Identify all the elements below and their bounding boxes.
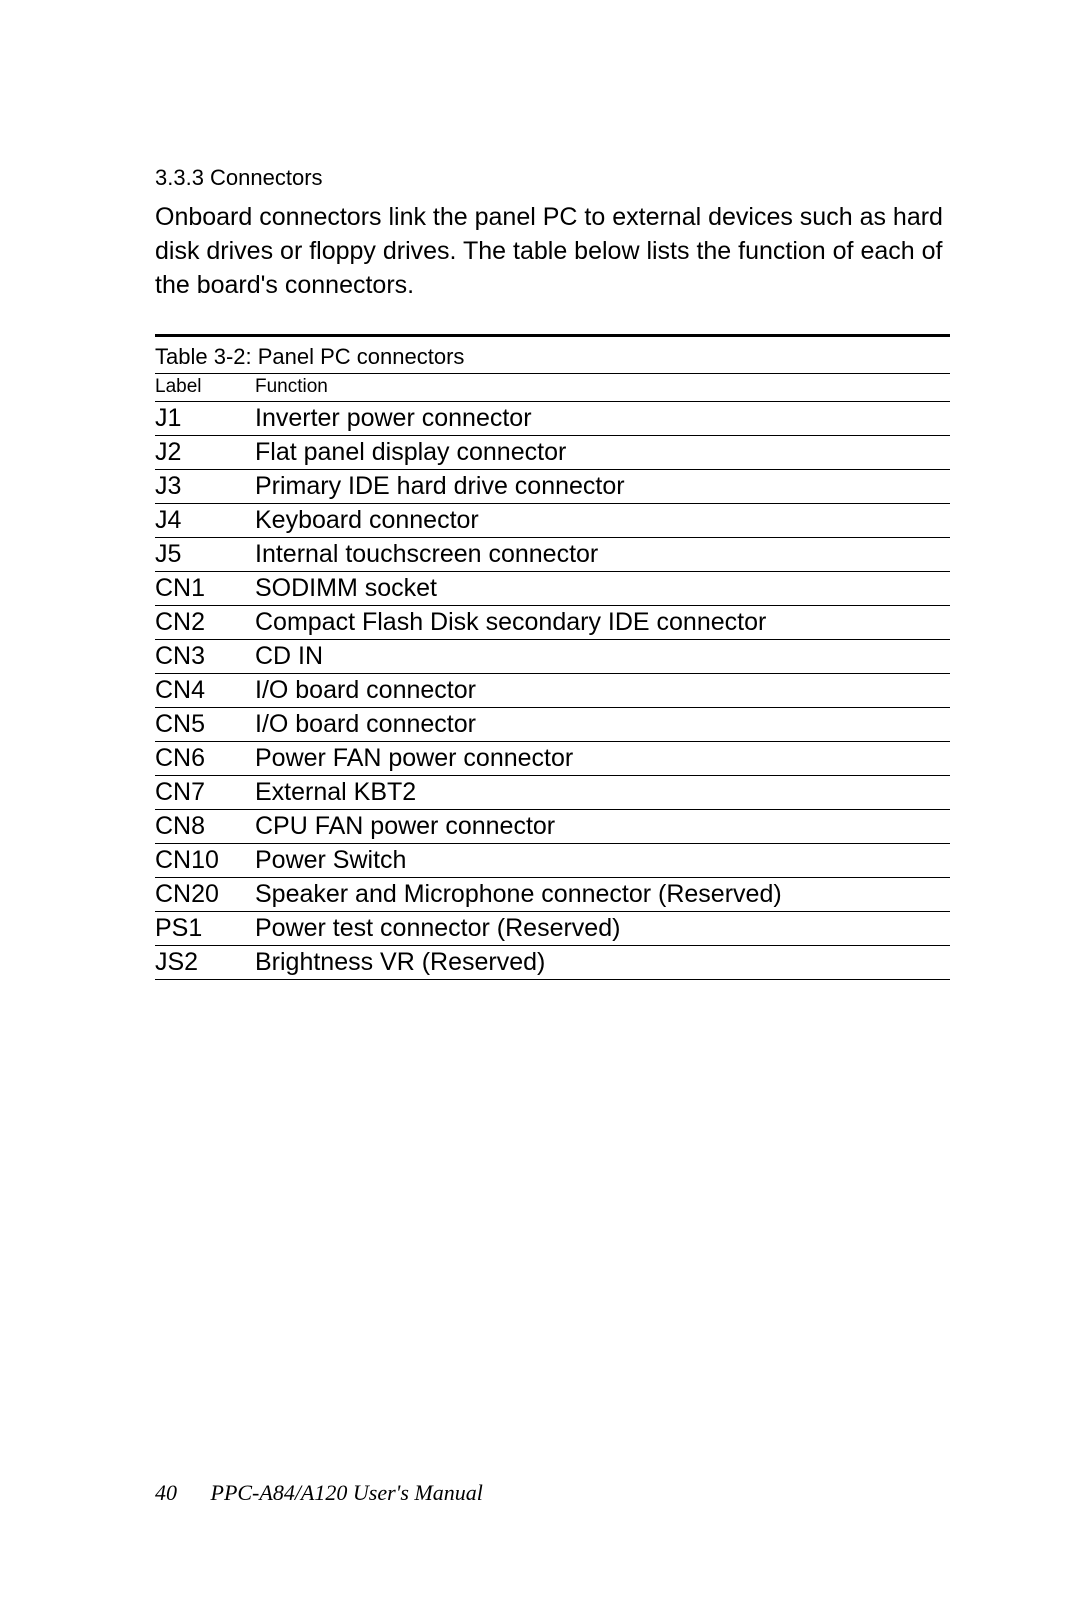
connector-label: J2 [155, 436, 255, 470]
connector-label: CN2 [155, 606, 255, 640]
connector-function: Brightness VR (Reserved) [255, 946, 950, 980]
connector-label: CN1 [155, 572, 255, 606]
connector-function: Flat panel display connector [255, 436, 950, 470]
connector-function: I/O board connector [255, 674, 950, 708]
page-number: 40 [155, 1480, 177, 1505]
connector-label: CN3 [155, 640, 255, 674]
connector-label: CN4 [155, 674, 255, 708]
connector-function: Compact Flash Disk secondary IDE connect… [255, 606, 950, 640]
connector-function: SODIMM socket [255, 572, 950, 606]
connector-function: CD IN [255, 640, 950, 674]
section-heading: 3.3.3 Connectors [155, 165, 950, 191]
table-row: CN5I/O board connector [155, 708, 950, 742]
connector-function: Internal touchscreen connector [255, 538, 950, 572]
table-row: J5Internal touchscreen connector [155, 538, 950, 572]
connector-label: CN5 [155, 708, 255, 742]
table-row: J1Inverter power connector [155, 402, 950, 436]
table-row: CN8CPU FAN power connector [155, 810, 950, 844]
connector-label: CN6 [155, 742, 255, 776]
connector-label: CN7 [155, 776, 255, 810]
connector-function: I/O board connector [255, 708, 950, 742]
column-header-function: Function [255, 376, 950, 398]
connector-function: Speaker and Microphone connector (Reserv… [255, 878, 950, 912]
table-row: CN10Power Switch [155, 844, 950, 878]
connector-label: J3 [155, 470, 255, 504]
table-row: CN1SODIMM socket [155, 572, 950, 606]
connector-function: Power test connector (Reserved) [255, 912, 950, 946]
connector-label: CN8 [155, 810, 255, 844]
table-row: CN6Power FAN power connector [155, 742, 950, 776]
connector-label: PS1 [155, 912, 255, 946]
table-row: CN7External KBT2 [155, 776, 950, 810]
connector-function: External KBT2 [255, 776, 950, 810]
table-row: JS2Brightness VR (Reserved) [155, 946, 950, 980]
document-page: 3.3.3 Connectors Onboard connectors link… [0, 0, 1080, 980]
connector-function: Power FAN power connector [255, 742, 950, 776]
connector-label: JS2 [155, 946, 255, 980]
connector-label: J1 [155, 402, 255, 436]
page-footer: 40 PPC-A84/A120 User's Manual [155, 1480, 483, 1506]
table-column-headers: Label Function [155, 374, 950, 401]
connector-label: CN20 [155, 878, 255, 912]
table-row: CN4I/O board connector [155, 674, 950, 708]
table-row: CN20Speaker and Microphone connector (Re… [155, 878, 950, 912]
table-caption: Table 3-2: Panel PC connectors [155, 341, 950, 373]
table-row: CN3CD IN [155, 640, 950, 674]
connector-label: J4 [155, 504, 255, 538]
connector-function: CPU FAN power connector [255, 810, 950, 844]
table-row: J2Flat panel display connector [155, 436, 950, 470]
manual-title: PPC-A84/A120 User's Manual [211, 1480, 483, 1505]
table-row: J4Keyboard connector [155, 504, 950, 538]
connector-function: Keyboard connector [255, 504, 950, 538]
intro-paragraph: Onboard connectors link the panel PC to … [155, 201, 950, 302]
connector-label: CN10 [155, 844, 255, 878]
connector-function: Primary IDE hard drive connector [255, 470, 950, 504]
table-top-rule [155, 334, 950, 337]
table-row: J3Primary IDE hard drive connector [155, 470, 950, 504]
connector-function: Power Switch [255, 844, 950, 878]
connector-label: J5 [155, 538, 255, 572]
table-row: CN2Compact Flash Disk secondary IDE conn… [155, 606, 950, 640]
table-row: PS1Power test connector (Reserved) [155, 912, 950, 946]
connectors-table: Table 3-2: Panel PC connectors Label Fun… [155, 334, 950, 980]
connector-function: Inverter power connector [255, 402, 950, 436]
column-header-label: Label [155, 376, 255, 398]
